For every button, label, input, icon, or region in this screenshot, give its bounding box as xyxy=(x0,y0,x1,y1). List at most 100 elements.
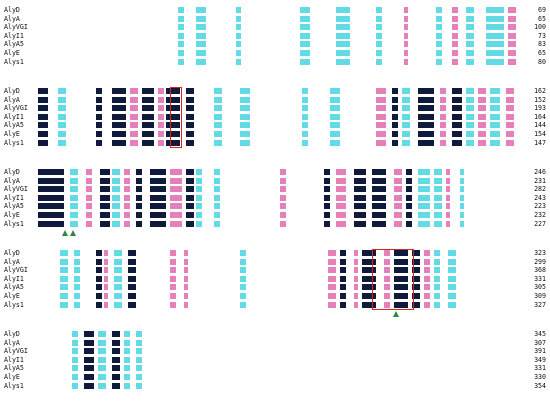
shading-conserved xyxy=(478,122,486,129)
shading-conserved xyxy=(394,220,402,227)
end-position: 232 xyxy=(534,211,546,219)
shading-similar xyxy=(196,203,202,210)
shading-conserved xyxy=(440,131,446,137)
shading-conserved xyxy=(336,212,346,218)
shading-conserved xyxy=(384,258,390,265)
motif-box xyxy=(372,249,414,311)
end-position: 231 xyxy=(534,176,546,185)
sequence-row: AlyA 152 xyxy=(0,96,550,104)
shading-identical xyxy=(112,365,120,372)
shading-similar xyxy=(74,250,80,256)
shading-conserved xyxy=(508,24,516,31)
shading-similar xyxy=(448,284,456,291)
shading-conserved xyxy=(184,293,188,299)
shading-identical xyxy=(392,105,398,112)
sequence-name: AlyE xyxy=(4,292,20,300)
shading-identical xyxy=(100,203,110,210)
residue-track xyxy=(38,292,520,300)
shading-conserved xyxy=(158,105,164,112)
residue-track xyxy=(38,185,520,193)
sequence-row: AlyD 323 xyxy=(0,249,550,257)
end-position: 65 xyxy=(538,14,546,23)
shading-similar xyxy=(236,15,241,22)
shading-conserved xyxy=(452,50,458,56)
shading-similar xyxy=(214,203,220,210)
shading-identical xyxy=(394,275,408,282)
alignment-block: AlyD 162 AlyA 152 AlyVGI 193 AlyI1 164 AlyA5 144 A… xyxy=(0,87,550,149)
sequence-name: AlyVGI xyxy=(4,104,28,113)
shading-conserved xyxy=(354,267,358,274)
shading-similar xyxy=(178,24,184,31)
shading-identical xyxy=(324,169,330,175)
shading-conserved xyxy=(440,88,446,94)
shading-conserved xyxy=(446,203,450,210)
shading-conserved xyxy=(478,113,486,120)
shading-conserved xyxy=(184,258,188,265)
shading-similar xyxy=(330,105,340,112)
shading-similar xyxy=(466,139,474,146)
shading-similar xyxy=(466,122,474,129)
shading-identical xyxy=(96,122,102,129)
shading-similar xyxy=(112,169,120,175)
shading-similar xyxy=(196,186,202,193)
shading-similar xyxy=(466,131,474,137)
shading-identical xyxy=(84,374,94,380)
shading-similar xyxy=(330,96,340,103)
shading-identical xyxy=(166,139,180,146)
shading-similar xyxy=(240,293,246,299)
shading-similar xyxy=(214,169,220,175)
sequence-row: AlyA 231 xyxy=(0,177,550,185)
shading-identical xyxy=(406,220,412,227)
shading-similar xyxy=(402,113,410,120)
shading-similar xyxy=(402,131,410,137)
shading-identical xyxy=(96,267,102,274)
shading-similar xyxy=(114,293,122,299)
sequence-row: Alys1 147 xyxy=(0,139,550,147)
shading-identical xyxy=(142,139,154,146)
shading-conserved xyxy=(394,177,402,184)
shading-identical xyxy=(372,220,386,227)
shading-similar xyxy=(196,169,202,175)
shading-similar xyxy=(60,267,68,274)
residue-track xyxy=(38,211,520,219)
shading-similar xyxy=(214,186,220,193)
residue-track xyxy=(38,15,520,23)
shading-identical xyxy=(38,88,48,94)
shading-similar xyxy=(124,382,130,389)
shading-conserved xyxy=(506,139,514,146)
end-position: 345 xyxy=(534,330,546,338)
shading-identical xyxy=(142,88,154,94)
shading-conserved xyxy=(394,186,402,193)
residue-track xyxy=(38,87,520,95)
shading-identical xyxy=(142,131,154,137)
shading-similar xyxy=(196,24,206,31)
shading-similar xyxy=(466,105,474,112)
shading-similar xyxy=(98,356,106,363)
shading-conserved xyxy=(404,7,408,13)
shading-similar xyxy=(240,105,250,112)
shading-identical xyxy=(412,293,420,299)
shading-identical xyxy=(186,186,194,193)
shading-identical xyxy=(406,186,412,193)
shading-similar xyxy=(466,113,474,120)
shading-identical xyxy=(394,250,408,256)
shading-identical xyxy=(150,169,166,175)
shading-conserved xyxy=(404,50,408,56)
shading-similar xyxy=(418,212,430,218)
shading-identical xyxy=(452,96,462,103)
shading-conserved xyxy=(376,88,386,94)
shading-similar xyxy=(236,41,241,48)
shading-similar xyxy=(330,113,340,120)
shading-similar xyxy=(196,32,206,39)
shading-identical xyxy=(112,374,120,380)
residue-track xyxy=(38,364,520,372)
shading-conserved xyxy=(130,131,138,137)
shading-conserved xyxy=(506,88,514,94)
shading-identical xyxy=(150,220,166,227)
shading-similar xyxy=(196,58,206,65)
shading-conserved xyxy=(452,24,458,31)
shading-identical xyxy=(362,301,376,308)
shading-similar xyxy=(236,7,241,13)
shading-similar xyxy=(196,177,202,184)
shading-conserved xyxy=(424,275,430,282)
